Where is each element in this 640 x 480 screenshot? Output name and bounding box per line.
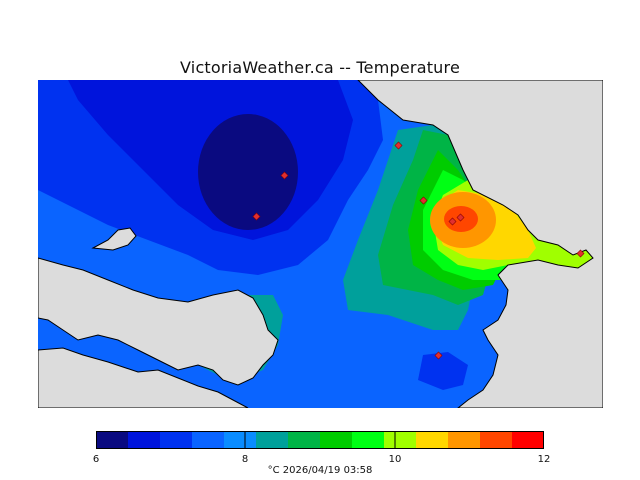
station-markers (252, 141, 585, 360)
legend-color-cell (352, 431, 385, 449)
legend-color-cell (320, 431, 353, 449)
units-timestamp: °C 2026/04/19 03:58 (267, 465, 373, 476)
legend-color-cell (448, 431, 481, 449)
legend-color-cell (224, 431, 257, 449)
legend-color-cell (384, 431, 417, 449)
legend-border (96, 431, 544, 449)
chart-title: VictoriaWeather.ca -- Temperature (180, 58, 460, 77)
station-marker (448, 217, 457, 226)
legend-color-cell (416, 431, 449, 449)
legend-color-cell (128, 431, 161, 449)
station-marker (576, 249, 585, 258)
contour-south-pocket (418, 352, 468, 390)
temperature-map (38, 80, 603, 408)
legend-tick-label: 8 (241, 454, 249, 465)
landmass-southwest (38, 257, 279, 386)
station-marker (252, 212, 261, 221)
island-small (91, 227, 137, 251)
station-marker (394, 141, 403, 150)
landmass-southwest-lower (38, 347, 249, 408)
legend-color-cell (192, 431, 225, 449)
legend-color-cell (256, 431, 289, 449)
legend-color-cell (288, 431, 321, 449)
legend-tick-label: 10 (388, 454, 402, 465)
landmass-group (38, 80, 603, 408)
station-marker (419, 196, 428, 205)
station-marker (434, 351, 443, 360)
legend-color-cell (512, 431, 544, 449)
station-marker (456, 213, 465, 222)
legend-color-cell (96, 431, 129, 449)
legend-tick-label: 12 (537, 454, 551, 465)
legend-cells (96, 431, 544, 449)
legend-color-cell (480, 431, 513, 449)
legend-tick-label: 6 (92, 454, 100, 465)
landmass-north (357, 80, 603, 408)
station-marker (280, 171, 289, 180)
legend-color-cell (160, 431, 193, 449)
contour-6 (198, 114, 298, 230)
color-legend (96, 431, 544, 449)
